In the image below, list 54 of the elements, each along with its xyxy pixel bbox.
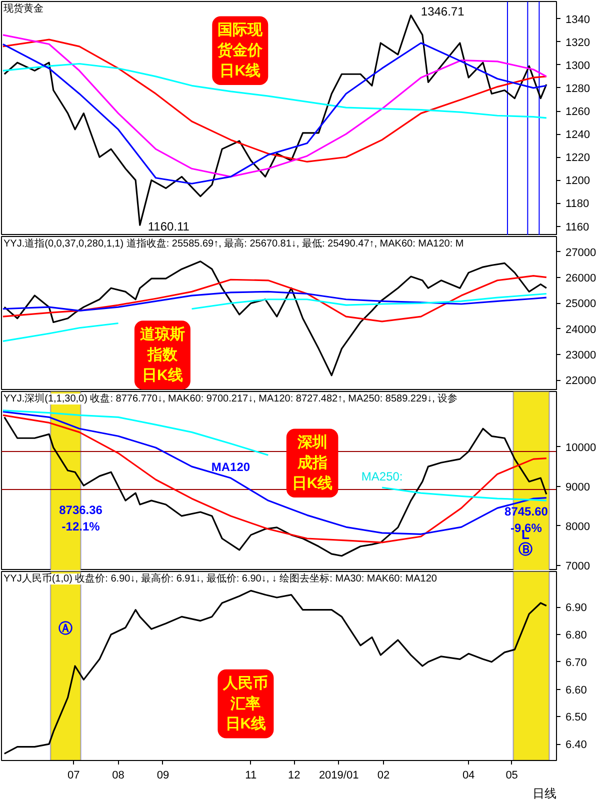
y-tick-label: 7000 xyxy=(566,560,590,572)
annotation: MA250: xyxy=(361,470,403,484)
x-tick-label: 07 xyxy=(67,770,80,782)
y-tick-label: 24000 xyxy=(566,324,596,336)
annotation: 1160.11 xyxy=(148,220,190,234)
y-tick-label: 1180 xyxy=(566,198,590,210)
x-tick-label: 05 xyxy=(506,770,518,782)
y-tick-label: 23000 xyxy=(566,350,596,362)
y-tick-label: 9000 xyxy=(566,481,590,494)
x-tick-label: 09 xyxy=(156,770,170,782)
x-tick-label: 08 xyxy=(112,770,124,782)
y-tick-label: 10000 xyxy=(566,442,596,454)
line-series xyxy=(4,590,548,754)
y-tick-label: 1280 xyxy=(566,82,590,95)
annotation: 国际现货金价日K线 xyxy=(216,22,264,80)
x-tick-label: 11 xyxy=(245,770,257,782)
y-tick-label: 22000 xyxy=(566,375,596,388)
y-tick-label: 1260 xyxy=(566,106,590,118)
x-tick-label: 04 xyxy=(462,770,475,782)
annotation: 人民币汇率日K线 xyxy=(222,674,268,733)
y-tick-label: 1200 xyxy=(566,175,590,188)
annotation: Ⓑ xyxy=(518,541,532,558)
y-tick-label: 1300 xyxy=(566,60,590,72)
y-tick-label: 1160 xyxy=(566,221,590,234)
x-tick-label: 02 xyxy=(377,770,390,782)
y-tick-label: 1320 xyxy=(566,36,590,49)
y-tick-label: 8000 xyxy=(566,520,590,533)
line-series xyxy=(2,274,548,322)
annotation: 道琼斯指数日K线 xyxy=(140,325,185,384)
y-tick-label: 6.80 xyxy=(566,630,587,642)
y-tick-label: 6.50 xyxy=(566,712,587,724)
chart-title: YYJ.道指(0,0,37,0,280,1,1) 道指收盘: 25585.69↑, 最高: 25670.81↓, 最低: 25490.47↑, MAK60: MA120: M xyxy=(4,238,464,250)
x-axis-title: 日线 xyxy=(532,786,556,800)
y-tick-label: 6.90 xyxy=(566,602,587,614)
annotation: 深圳成指日K线 xyxy=(292,434,333,492)
y-tick-label: 6.40 xyxy=(566,739,587,752)
y-tick-label: 1220 xyxy=(566,152,590,164)
annotation: 1346.71 xyxy=(420,4,465,19)
y-tick-label: 26000 xyxy=(566,272,596,285)
chart-title: 现货黄金 xyxy=(4,2,44,14)
chart-title: YYJ.深圳(1,1,30,0) 收盘: 8776.770↓, MAK60: 9700.217↓, MA120: 8727.482↑, MA250: 8589.229↓, 设参 xyxy=(4,392,458,404)
x-tick-label: 2019/01 xyxy=(318,770,359,782)
y-tick-label: 6.60 xyxy=(566,684,587,696)
y-tick-label: 6.70 xyxy=(566,656,587,669)
y-tick-label: 1240 xyxy=(566,129,590,142)
y-tick-label: 1340 xyxy=(566,14,590,26)
annotation: MA120 xyxy=(211,460,250,474)
annotation: Ⓐ xyxy=(58,620,72,636)
line-series xyxy=(2,62,548,119)
x-tick-label: 12 xyxy=(288,770,300,782)
y-tick-label: 27000 xyxy=(566,246,596,259)
chart-title: YYJ人民币(1,0) 收盘价: 6.90↓, 最高价: 6.91↓, 最低价: 6.90↓, ↓ 绘图去坐标: MA30: MAK60: MA120 xyxy=(4,572,438,584)
line-series xyxy=(2,290,548,312)
y-tick-label: 25000 xyxy=(566,298,596,310)
